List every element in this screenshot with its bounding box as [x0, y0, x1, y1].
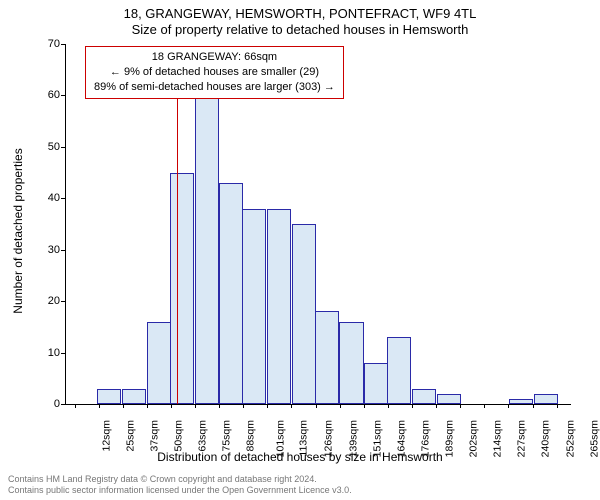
histogram-bar	[387, 337, 411, 404]
x-tick-label: 50sqm	[172, 420, 184, 452]
x-tick-label: 126sqm	[323, 420, 335, 457]
x-tick-label: 214sqm	[492, 420, 504, 457]
y-tick-label: 30	[48, 244, 60, 256]
x-tick-label: 88sqm	[245, 420, 257, 452]
x-tick-label: 176sqm	[419, 420, 431, 457]
chart-title-address: 18, GRANGEWAY, HEMSWORTH, PONTEFRACT, WF…	[0, 6, 600, 21]
x-tick-mark	[99, 404, 100, 408]
x-tick-mark	[340, 404, 341, 408]
histogram-bar	[534, 394, 558, 404]
property-marker-line	[177, 99, 178, 404]
y-tick-label: 0	[54, 398, 60, 410]
x-tick-mark	[243, 404, 244, 408]
histogram-bar	[412, 389, 436, 404]
histogram-bar	[219, 183, 243, 404]
x-tick-mark	[412, 404, 413, 408]
x-tick-mark	[171, 404, 172, 408]
x-tick-label: 240sqm	[540, 420, 552, 457]
footer-attribution: Contains HM Land Registry data © Crown c…	[8, 474, 352, 496]
x-tick-mark	[123, 404, 124, 408]
info-callout-box: 18 GRANGEWAY: 66sqm ← 9% of detached hou…	[85, 46, 344, 99]
histogram-bar	[195, 85, 219, 404]
histogram-bar	[147, 322, 171, 404]
x-tick-label: 139sqm	[347, 420, 359, 457]
x-tick-mark	[436, 404, 437, 408]
x-tick-mark	[484, 404, 485, 408]
info-line-smaller: ← 9% of detached houses are smaller (29)	[94, 65, 335, 80]
x-tick-mark	[364, 404, 365, 408]
x-tick-label: 227sqm	[516, 420, 528, 457]
histogram-bar	[242, 209, 266, 404]
x-tick-label: 75sqm	[221, 420, 233, 452]
histogram-bar	[437, 394, 461, 404]
y-tick-label: 40	[48, 192, 60, 204]
y-tick-label: 70	[48, 38, 60, 50]
y-tick-mark	[61, 404, 65, 405]
footer-line1: Contains HM Land Registry data © Crown c…	[8, 474, 352, 485]
y-tick-mark	[61, 198, 65, 199]
y-tick-label: 50	[48, 141, 60, 153]
y-tick-mark	[61, 250, 65, 251]
x-tick-mark	[147, 404, 148, 408]
histogram-bar	[509, 399, 533, 404]
x-tick-mark	[316, 404, 317, 408]
x-tick-mark	[388, 404, 389, 408]
histogram-bar	[315, 311, 339, 404]
x-tick-mark	[291, 404, 292, 408]
y-tick-mark	[61, 44, 65, 45]
histogram-bar	[97, 389, 121, 404]
x-tick-mark	[533, 404, 534, 408]
histogram-bar	[339, 322, 363, 404]
x-tick-label: 12sqm	[100, 420, 112, 452]
y-tick-label: 20	[48, 295, 60, 307]
x-tick-label: 63sqm	[196, 420, 208, 452]
x-tick-label: 151sqm	[371, 420, 383, 457]
y-tick-mark	[61, 301, 65, 302]
x-tick-label: 252sqm	[564, 420, 576, 457]
histogram-bar	[170, 173, 194, 404]
x-tick-label: 37sqm	[148, 420, 160, 452]
footer-line2: Contains public sector information licen…	[8, 485, 352, 496]
x-tick-label: 189sqm	[443, 420, 455, 457]
y-tick-mark	[61, 95, 65, 96]
y-tick-label: 10	[48, 347, 60, 359]
chart-container: 18, GRANGEWAY, HEMSWORTH, PONTEFRACT, WF…	[0, 0, 600, 500]
y-tick-label: 60	[48, 89, 60, 101]
histogram-bar	[292, 224, 316, 404]
x-tick-label: 113sqm	[298, 420, 310, 457]
y-axis-label: Number of detached properties	[11, 148, 25, 313]
histogram-bar	[267, 209, 291, 404]
info-line-larger: 89% of semi-detached houses are larger (…	[94, 80, 335, 95]
y-tick-mark	[61, 353, 65, 354]
x-tick-mark	[460, 404, 461, 408]
x-tick-mark	[557, 404, 558, 408]
x-tick-label: 101sqm	[275, 420, 287, 457]
y-tick-mark	[61, 147, 65, 148]
x-tick-label: 265sqm	[588, 420, 600, 457]
x-tick-label: 164sqm	[395, 420, 407, 457]
histogram-bar	[122, 389, 146, 404]
x-tick-mark	[219, 404, 220, 408]
x-tick-label: 25sqm	[124, 420, 136, 452]
x-tick-mark	[195, 404, 196, 408]
histogram-bar	[364, 363, 388, 404]
x-tick-mark	[508, 404, 509, 408]
info-line-area: 18 GRANGEWAY: 66sqm	[94, 50, 335, 65]
x-tick-label: 202sqm	[467, 420, 479, 457]
x-tick-mark	[267, 404, 268, 408]
x-tick-mark	[75, 404, 76, 408]
chart-subtitle: Size of property relative to detached ho…	[0, 22, 600, 37]
